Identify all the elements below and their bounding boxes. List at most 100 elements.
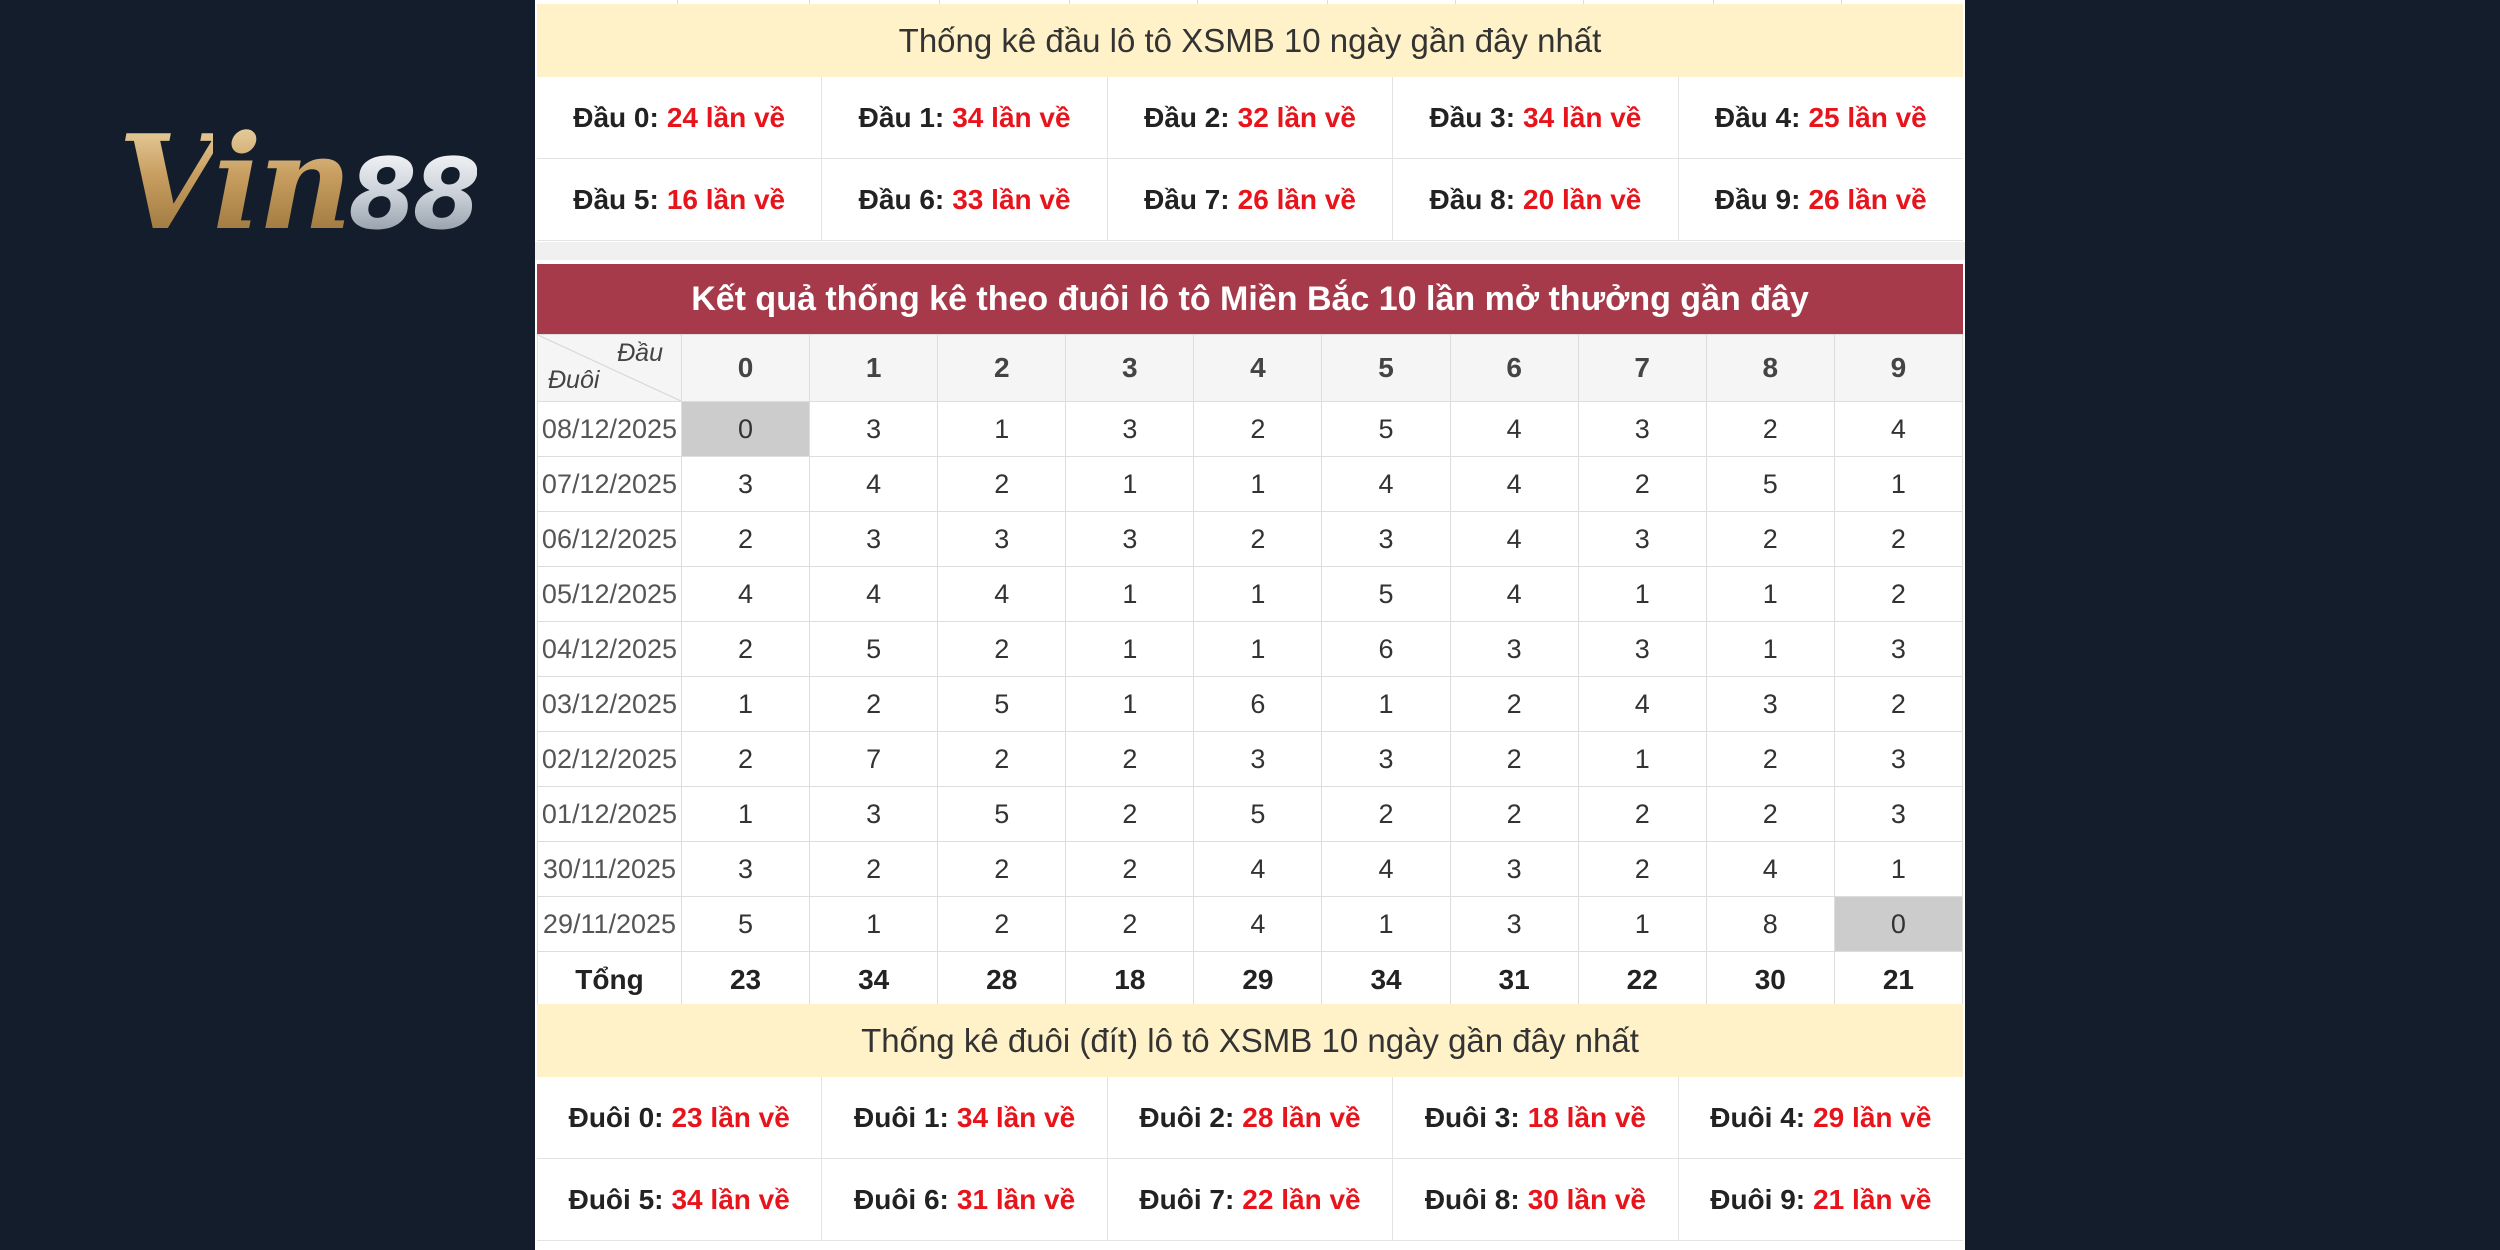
count-cell: 4: [1577, 676, 1707, 732]
count-cell: 2: [1833, 676, 1964, 732]
duoi-stat-cell: Đuôi 6: 31 lần về: [822, 1159, 1108, 1240]
count-cell: 4: [1321, 841, 1451, 897]
dau-stat-cell: Đầu 4: 25 lần về: [1679, 77, 1963, 158]
count-cell: 2: [1193, 511, 1323, 567]
total-cell: 18: [1065, 951, 1195, 1008]
count-cell: 2: [1449, 676, 1579, 732]
count-cell: 7: [809, 731, 939, 787]
count-cell: 2: [1449, 786, 1579, 842]
logo-88: 88: [348, 138, 481, 252]
row-date: 03/12/2025: [537, 676, 682, 732]
table-row: 04/12/2025 2 5 2 1 1 6 3 3 1 3: [537, 621, 1964, 677]
duoi-stat-value: 34 lần về: [671, 1183, 790, 1215]
column-header: 7: [1577, 334, 1707, 402]
total-cell: 31: [1449, 951, 1579, 1008]
count-cell: 3: [1833, 621, 1964, 677]
row-date: 08/12/2025: [537, 401, 682, 457]
count-cell: 3: [1833, 731, 1964, 787]
duoi-stats-row: Đuôi 5: 34 lần về Đuôi 6: 31 lần về Đuôi 7: 2…: [537, 1159, 1963, 1241]
count-cell: 3: [1321, 511, 1451, 567]
dau-stat-value: 32 lần về: [1237, 101, 1356, 133]
dau-stat-value: 20 lần về: [1523, 183, 1642, 215]
table-row: 02/12/2025 2 7 2 2 3 3 2 1 2 3: [537, 731, 1964, 787]
dau-stat-cell: Đầu 5: 16 lần về: [537, 159, 823, 240]
dau-stat-label: Đầu 4:: [1714, 101, 1801, 133]
count-cell: 1: [680, 676, 811, 732]
count-cell: 3: [1065, 511, 1195, 567]
dau-stat-cell: Đầu 7: 26 lần về: [1108, 159, 1394, 240]
count-cell: 2: [1065, 896, 1195, 952]
count-cell: 5: [937, 786, 1067, 842]
duoi-stat-value: 34 lần về: [956, 1101, 1076, 1133]
vin88-logo[interactable]: Vin88: [118, 118, 481, 260]
duoi-stat-label: Đuôi 9:: [1710, 1183, 1806, 1215]
count-cell: 1: [1065, 676, 1195, 732]
count-cell: 2: [937, 731, 1067, 787]
count-cell: 2: [1065, 786, 1195, 842]
dau-stat-value: 24 lần về: [666, 101, 786, 133]
duoi-stat-cell: Đuôi 5: 34 lần về: [537, 1159, 823, 1240]
count-cell: 3: [809, 401, 939, 457]
count-cell: 5: [680, 896, 811, 952]
corner-duoi-label: Đuôi: [548, 366, 600, 394]
count-cell: 8: [1705, 896, 1835, 952]
count-cell: 3: [1577, 621, 1707, 677]
row-date: 07/12/2025: [537, 456, 682, 512]
count-cell: 3: [680, 841, 811, 897]
duoi-stat-cell: Đuôi 9: 21 lần về: [1679, 1159, 1963, 1240]
count-cell: 2: [1705, 401, 1835, 457]
section-gap: [535, 242, 1965, 260]
duoi-stat-value: 22 lần về: [1242, 1183, 1361, 1215]
count-cell: 2: [1577, 456, 1707, 512]
count-cell: 3: [1833, 786, 1964, 842]
count-cell: 4: [809, 566, 939, 622]
count-cell: 2: [680, 621, 811, 677]
count-cell: 3: [809, 786, 939, 842]
dau-stat-cell: Đầu 2: 32 lần về: [1108, 77, 1394, 158]
count-cell: 1: [1705, 566, 1835, 622]
duoi-stat-value: 29 lần về: [1813, 1101, 1932, 1133]
table-row: 30/11/2025 3 2 2 2 4 4 3 2 4 1: [537, 841, 1964, 897]
count-cell: 3: [680, 456, 811, 512]
count-cell: 2: [1833, 566, 1964, 622]
total-cell: 23: [680, 951, 811, 1008]
duoi-stat-cell: Đuôi 3: 18 lần về: [1393, 1077, 1679, 1158]
dau-stat-label: Đầu 8:: [1429, 183, 1516, 215]
row-date: 06/12/2025: [537, 511, 682, 567]
count-cell: 1: [1833, 456, 1964, 512]
count-cell: 4: [809, 456, 939, 512]
dau-stat-cell: Đầu 0: 24 lần về: [537, 77, 823, 158]
count-cell: 0: [1833, 896, 1964, 952]
count-cell: 2: [1449, 731, 1579, 787]
dau-stat-value: 34 lần về: [952, 101, 1071, 133]
row-date: 29/11/2025: [537, 896, 682, 952]
table-row: 01/12/2025 1 3 5 2 5 2 2 2 2 3: [537, 786, 1964, 842]
column-header: 4: [1193, 334, 1323, 402]
count-cell: 3: [1449, 896, 1579, 952]
count-cell: 4: [1449, 401, 1579, 457]
dau-stat-label: Đầu 3:: [1429, 101, 1516, 133]
count-cell: 2: [1193, 401, 1323, 457]
dau-stat-value: 33 lần về: [952, 183, 1071, 215]
count-cell: 4: [1833, 401, 1964, 457]
count-cell: 1: [1833, 841, 1964, 897]
count-cell: 4: [937, 566, 1067, 622]
duoi-stat-value: 30 lần về: [1527, 1183, 1647, 1215]
table-row: 05/12/2025 4 4 4 1 1 5 4 1 1 2: [537, 566, 1964, 622]
duoi-stat-label: Đuôi 6:: [854, 1183, 949, 1215]
duoi-stats-grid: Đuôi 0: 23 lần về Đuôi 1: 34 lần về Đuôi 2: 2…: [537, 1077, 1963, 1241]
count-cell: 4: [680, 566, 811, 622]
duoi-stat-cell: Đuôi 4: 29 lần về: [1679, 1077, 1963, 1158]
total-cell: 21: [1833, 951, 1964, 1008]
table-corner-header: Đầu Đuôi: [537, 334, 682, 402]
count-cell: 1: [1321, 676, 1451, 732]
count-cell: 5: [1321, 401, 1451, 457]
dau-stat-value: 26 lần về: [1237, 183, 1356, 215]
count-cell: 2: [1833, 511, 1964, 567]
count-cell: 3: [1193, 731, 1323, 787]
table-row: 03/12/2025 1 2 5 1 6 1 2 4 3 2: [537, 676, 1964, 732]
count-cell: 4: [1193, 896, 1323, 952]
duoi-stat-value: 28 lần về: [1242, 1101, 1361, 1133]
count-cell: 3: [1065, 401, 1195, 457]
